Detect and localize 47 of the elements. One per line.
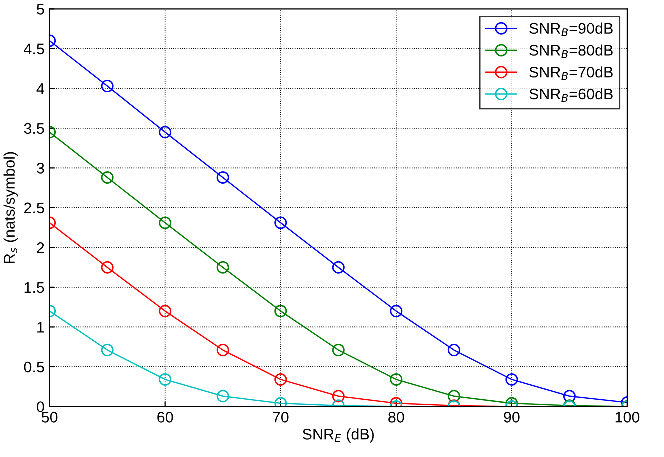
point — [448, 344, 460, 357]
y-tick-label: 5 — [37, 4, 44, 15]
legend-label: SNR$_{B}$=80dB — [530, 44, 613, 58]
point — [332, 261, 345, 274]
y-tick-label: 0.5 — [24, 362, 44, 373]
point — [274, 305, 288, 318]
y-tick-label: 4.5 — [24, 44, 44, 55]
point — [274, 216, 288, 230]
legend-label: SNR$_{B}$=90dB — [530, 22, 613, 36]
y-tick-label: 3.5 — [24, 123, 44, 134]
point — [101, 80, 114, 93]
point — [159, 373, 172, 386]
point — [216, 390, 230, 403]
point — [101, 261, 114, 274]
point — [563, 390, 576, 403]
point — [390, 373, 403, 386]
legend-label: SNR$_{B}$=60dB — [530, 88, 613, 102]
point — [101, 171, 114, 184]
y-tick-label: 1 — [38, 322, 44, 333]
point — [448, 390, 460, 403]
x-tick-label: 70 — [273, 412, 289, 423]
point — [390, 305, 403, 318]
y-tick-label: 0 — [37, 402, 44, 412]
y-tick-label: 1.5 — [24, 282, 44, 294]
y-tick-label: 2 — [37, 242, 44, 254]
legend-label: SNR$_{B}$=70dB — [530, 66, 613, 80]
point — [159, 305, 172, 318]
x-tick-label: 100 — [616, 412, 640, 423]
point — [159, 216, 172, 230]
point — [274, 373, 288, 386]
x-axis-title: SNR$_{E}$ (dB) — [302, 428, 374, 443]
point — [101, 344, 114, 357]
y-tick-label: 2.5 — [24, 202, 44, 214]
x-tick-label: 50 — [42, 412, 58, 423]
point — [216, 171, 230, 184]
point — [216, 261, 230, 274]
point — [332, 344, 345, 357]
y-tick-label: 4 — [36, 84, 44, 94]
y-tick-label: 3 — [37, 163, 44, 174]
x-tick-label: 90 — [504, 412, 520, 423]
y-axis-title: R$_{s}$ (nats/symbol) — [4, 152, 18, 264]
point — [159, 126, 172, 139]
x-tick-label: 80 — [388, 412, 404, 423]
point — [332, 390, 345, 403]
point — [506, 373, 518, 386]
x-tick-label: 60 — [158, 412, 174, 423]
point — [216, 344, 230, 357]
